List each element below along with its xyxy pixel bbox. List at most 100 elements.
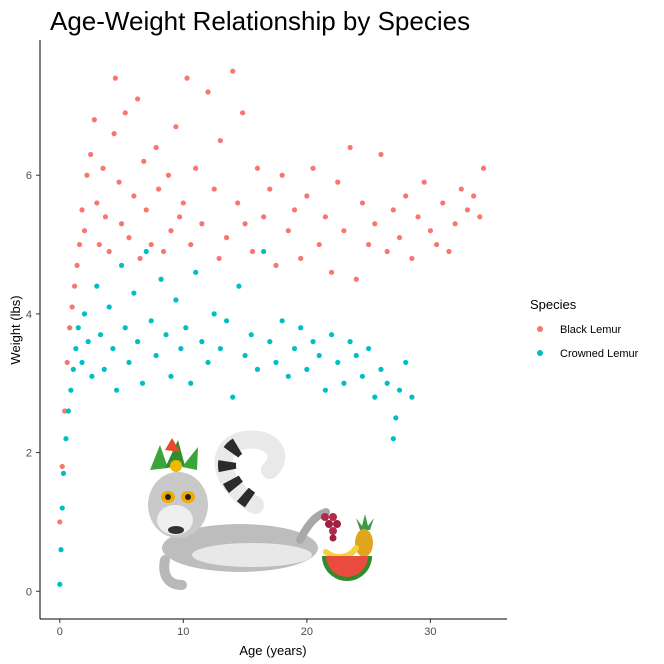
data-point xyxy=(111,131,117,137)
data-point xyxy=(393,415,399,421)
data-point xyxy=(477,214,483,220)
data-point xyxy=(304,366,310,372)
data-point xyxy=(102,214,109,220)
data-point xyxy=(341,380,347,386)
data-point xyxy=(409,255,415,262)
watermelon-icon xyxy=(322,556,372,581)
data-point xyxy=(427,228,434,234)
data-point xyxy=(106,304,112,310)
data-point xyxy=(84,172,90,178)
data-point xyxy=(64,359,70,366)
data-point xyxy=(298,325,304,331)
data-point xyxy=(135,96,141,102)
data-point xyxy=(180,200,186,206)
y-tick-label: 0 xyxy=(26,586,32,598)
data-point xyxy=(254,366,261,372)
data-point xyxy=(341,228,347,234)
legend-label-crowned-lemur: Crowned Lemur xyxy=(560,348,639,360)
data-point xyxy=(366,345,372,352)
data-point xyxy=(347,339,353,345)
data-point xyxy=(223,235,230,241)
data-point xyxy=(183,325,189,331)
data-point xyxy=(254,165,261,171)
data-point xyxy=(96,241,102,248)
legend-key-black-lemur xyxy=(537,326,543,332)
data-point xyxy=(480,165,487,171)
data-point xyxy=(415,214,421,220)
data-point xyxy=(59,505,65,511)
data-point xyxy=(69,304,75,310)
data-point xyxy=(458,186,464,192)
data-point xyxy=(57,519,63,525)
data-point xyxy=(126,359,132,366)
lemur-illustration xyxy=(148,430,374,590)
data-point xyxy=(94,200,100,206)
data-point xyxy=(73,345,79,352)
data-point xyxy=(396,387,403,393)
data-point xyxy=(384,248,390,255)
data-point xyxy=(372,394,378,400)
data-point xyxy=(63,436,69,442)
data-point xyxy=(359,373,366,379)
data-point xyxy=(223,318,230,324)
data-point xyxy=(79,359,85,366)
data-point xyxy=(81,311,88,317)
data-point xyxy=(118,262,125,268)
data-point xyxy=(285,228,291,234)
data-point xyxy=(168,228,174,234)
data-point xyxy=(366,241,372,248)
data-point xyxy=(353,276,359,282)
x-tick-label: 10 xyxy=(177,626,189,638)
data-point xyxy=(279,318,285,324)
x-tick-label: 20 xyxy=(301,626,313,638)
data-point xyxy=(421,179,427,185)
data-point xyxy=(452,221,458,227)
x-tick-label: 0 xyxy=(57,626,63,638)
data-point xyxy=(76,241,83,248)
data-point xyxy=(75,325,81,331)
data-point xyxy=(106,248,112,255)
data-point xyxy=(85,339,91,345)
data-point xyxy=(153,144,159,151)
data-point xyxy=(217,137,223,144)
y-axis-title: Weight (lbs) xyxy=(8,295,23,364)
data-point xyxy=(131,290,137,296)
data-point xyxy=(122,325,128,331)
data-point xyxy=(291,345,298,352)
data-point xyxy=(235,200,241,206)
y-tick-label: 4 xyxy=(26,309,32,321)
data-point xyxy=(148,241,154,248)
data-point xyxy=(160,248,167,255)
data-point xyxy=(328,269,335,275)
lemur-muzzle xyxy=(157,505,193,535)
data-point xyxy=(328,332,335,338)
banana-icon xyxy=(323,545,359,560)
data-points xyxy=(57,68,487,587)
data-point xyxy=(135,339,141,345)
data-point xyxy=(122,110,128,116)
data-point xyxy=(205,359,211,366)
data-point xyxy=(68,387,74,393)
data-point xyxy=(137,255,143,262)
data-point xyxy=(322,214,328,220)
data-point xyxy=(184,75,190,81)
data-point xyxy=(347,144,353,151)
data-point xyxy=(163,332,169,338)
data-point xyxy=(173,297,179,303)
data-point xyxy=(236,283,242,289)
data-point xyxy=(403,193,409,199)
data-point xyxy=(316,352,322,359)
data-point xyxy=(193,269,199,275)
data-point xyxy=(148,318,154,324)
data-point xyxy=(261,248,267,255)
data-point xyxy=(94,283,100,289)
y-tick-label: 6 xyxy=(26,170,32,182)
data-point xyxy=(261,214,267,220)
data-point xyxy=(88,151,94,158)
data-point xyxy=(279,172,285,178)
data-point xyxy=(384,380,390,386)
data-point xyxy=(57,581,63,587)
data-point xyxy=(205,89,211,95)
data-point xyxy=(62,408,68,414)
data-point xyxy=(67,325,73,331)
